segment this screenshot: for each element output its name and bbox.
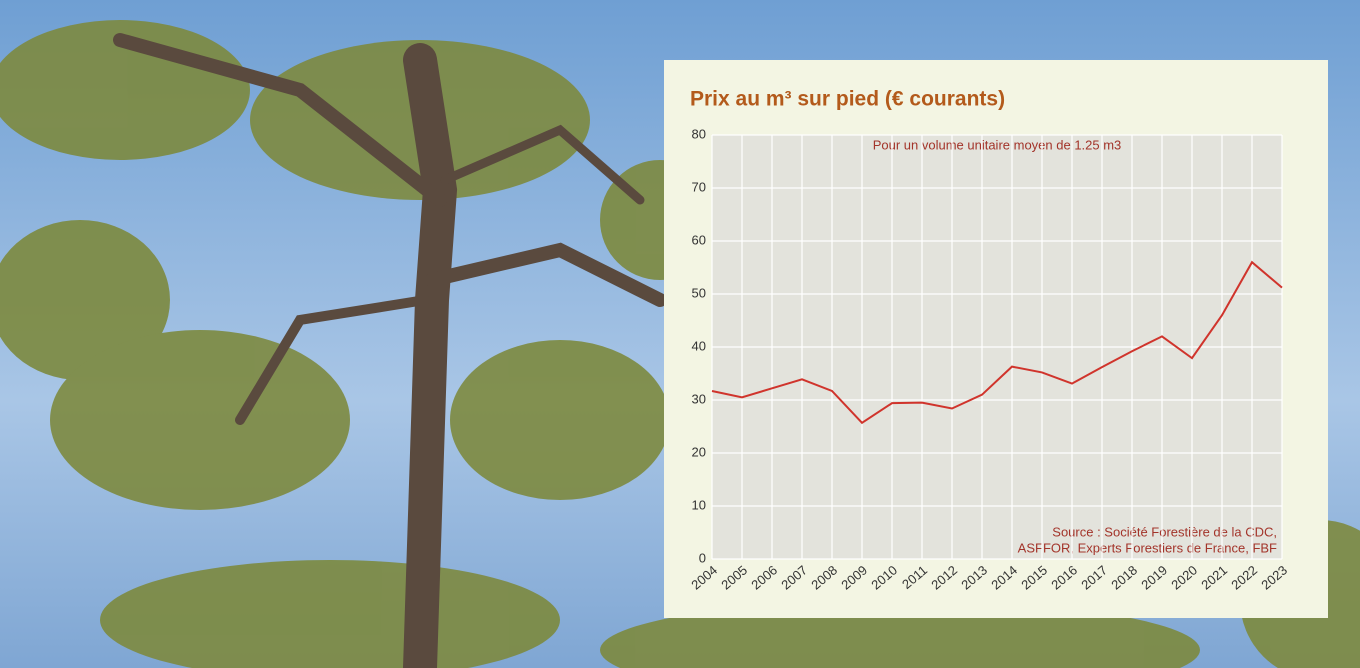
line [711, 260, 1283, 425]
source: ASFFOR, Experts Forestiers de France, FB… [1018, 540, 1277, 555]
y-tick-label: 50 [692, 285, 706, 300]
subtitle: Pour un volume unitaire moyen de 1.25 m3 [873, 137, 1122, 152]
y-tick-label: 40 [692, 338, 706, 353]
y-tick-label: 0 [699, 550, 706, 565]
y-tick-label: 60 [692, 232, 706, 247]
y-tick-label: 20 [692, 444, 706, 459]
chart-title: Prix au m³ sur pied (€ courants) [690, 88, 1005, 111]
y-tick-label: 30 [692, 391, 706, 406]
y-tick-label: 70 [692, 179, 706, 194]
y-tick-label: 80 [692, 126, 706, 141]
source: Source : Société Forestière de la CDC, [1052, 524, 1277, 539]
y-tick-label: 10 [692, 497, 706, 512]
